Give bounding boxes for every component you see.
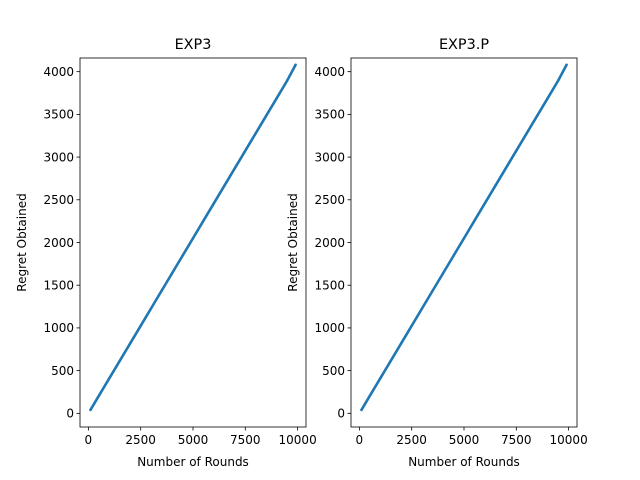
y-tick-label: 500 <box>322 364 345 378</box>
y-tick-label: 3500 <box>43 108 74 122</box>
data-point <box>118 359 121 362</box>
data-point <box>202 219 205 222</box>
x-tick-label: 5000 <box>449 433 480 447</box>
data-point <box>565 63 568 67</box>
data-point <box>108 377 111 380</box>
data-point <box>452 254 455 257</box>
data-point <box>546 96 549 100</box>
y-tick-label: 1000 <box>314 321 345 335</box>
x-tick-label: 2500 <box>125 433 156 447</box>
subplot-2: 0 2500 5000 7500 10000 0 500 1000 1500 2000 2500 30… <box>286 37 588 469</box>
y-axis-label: Regret Obtained <box>286 193 300 291</box>
y-tick-label: 2000 <box>43 236 74 250</box>
y-tick-label: 3000 <box>314 150 345 164</box>
data-point <box>244 149 247 152</box>
y-tick-label: 4000 <box>43 65 74 79</box>
y-tick-label: 1000 <box>43 321 74 335</box>
data-point <box>410 324 413 327</box>
y-axis-label: Regret Obtained <box>15 193 29 291</box>
data-point <box>494 184 497 187</box>
data-point <box>223 184 226 187</box>
data-point <box>525 131 528 135</box>
y-tick-label: 1500 <box>43 279 74 293</box>
data-point <box>368 394 372 398</box>
data-point <box>515 149 518 152</box>
data-point <box>97 394 101 398</box>
x-tick-label: 7500 <box>230 433 261 447</box>
chart-title: EXP3 <box>175 37 212 53</box>
data-point <box>181 254 184 257</box>
data-point <box>160 289 163 292</box>
y-tick-label: 0 <box>337 407 345 421</box>
data-point <box>265 114 268 117</box>
y-tick-label: 2000 <box>314 236 345 250</box>
y-tick-label: 4000 <box>314 65 345 79</box>
data-point <box>536 114 539 117</box>
data-point <box>170 272 174 275</box>
data-point <box>275 96 278 100</box>
data-point <box>389 359 392 362</box>
x-tick-label: 5000 <box>178 433 209 447</box>
data-point <box>139 324 142 327</box>
y-tick-label: 0 <box>66 407 74 421</box>
x-tick-label: 0 <box>356 433 364 447</box>
data-point <box>504 166 508 170</box>
data-point <box>89 408 92 412</box>
data-point <box>149 307 153 310</box>
y-tick-label: 1500 <box>314 279 345 293</box>
data-point <box>360 408 363 412</box>
data-point <box>285 79 289 82</box>
y-tick-label: 500 <box>51 364 74 378</box>
x-tick-label: 0 <box>85 433 93 447</box>
data-point <box>294 63 297 67</box>
x-tick-label: 10000 <box>550 433 588 447</box>
data-point <box>556 79 560 82</box>
data-point <box>379 377 382 380</box>
y-tick-label: 2500 <box>43 193 74 207</box>
chart-title: EXP3.P <box>439 37 489 53</box>
data-point <box>129 342 132 345</box>
y-tick-label: 2500 <box>314 193 345 207</box>
subplot-1: 0 2500 5000 7500 10000 0 500 1000 1500 2000 2500 30… <box>15 37 317 469</box>
data-point <box>431 289 434 292</box>
data-point <box>212 202 216 205</box>
data-point <box>483 202 487 205</box>
x-tick-label: 7500 <box>501 433 532 447</box>
x-axis-label: Number of Rounds <box>408 455 520 469</box>
data-point <box>462 237 466 240</box>
x-axis-label: Number of Rounds <box>137 455 249 469</box>
data-point <box>254 131 257 135</box>
y-tick-label: 3000 <box>43 150 74 164</box>
x-tick-label: 2500 <box>396 433 427 447</box>
data-point <box>473 219 476 222</box>
data-point <box>233 166 237 170</box>
data-point <box>420 307 424 310</box>
data-point <box>400 342 403 345</box>
data-point <box>191 237 195 240</box>
data-point <box>441 272 445 275</box>
x-tick-label: 10000 <box>279 433 317 447</box>
y-tick-label: 3500 <box>314 108 345 122</box>
